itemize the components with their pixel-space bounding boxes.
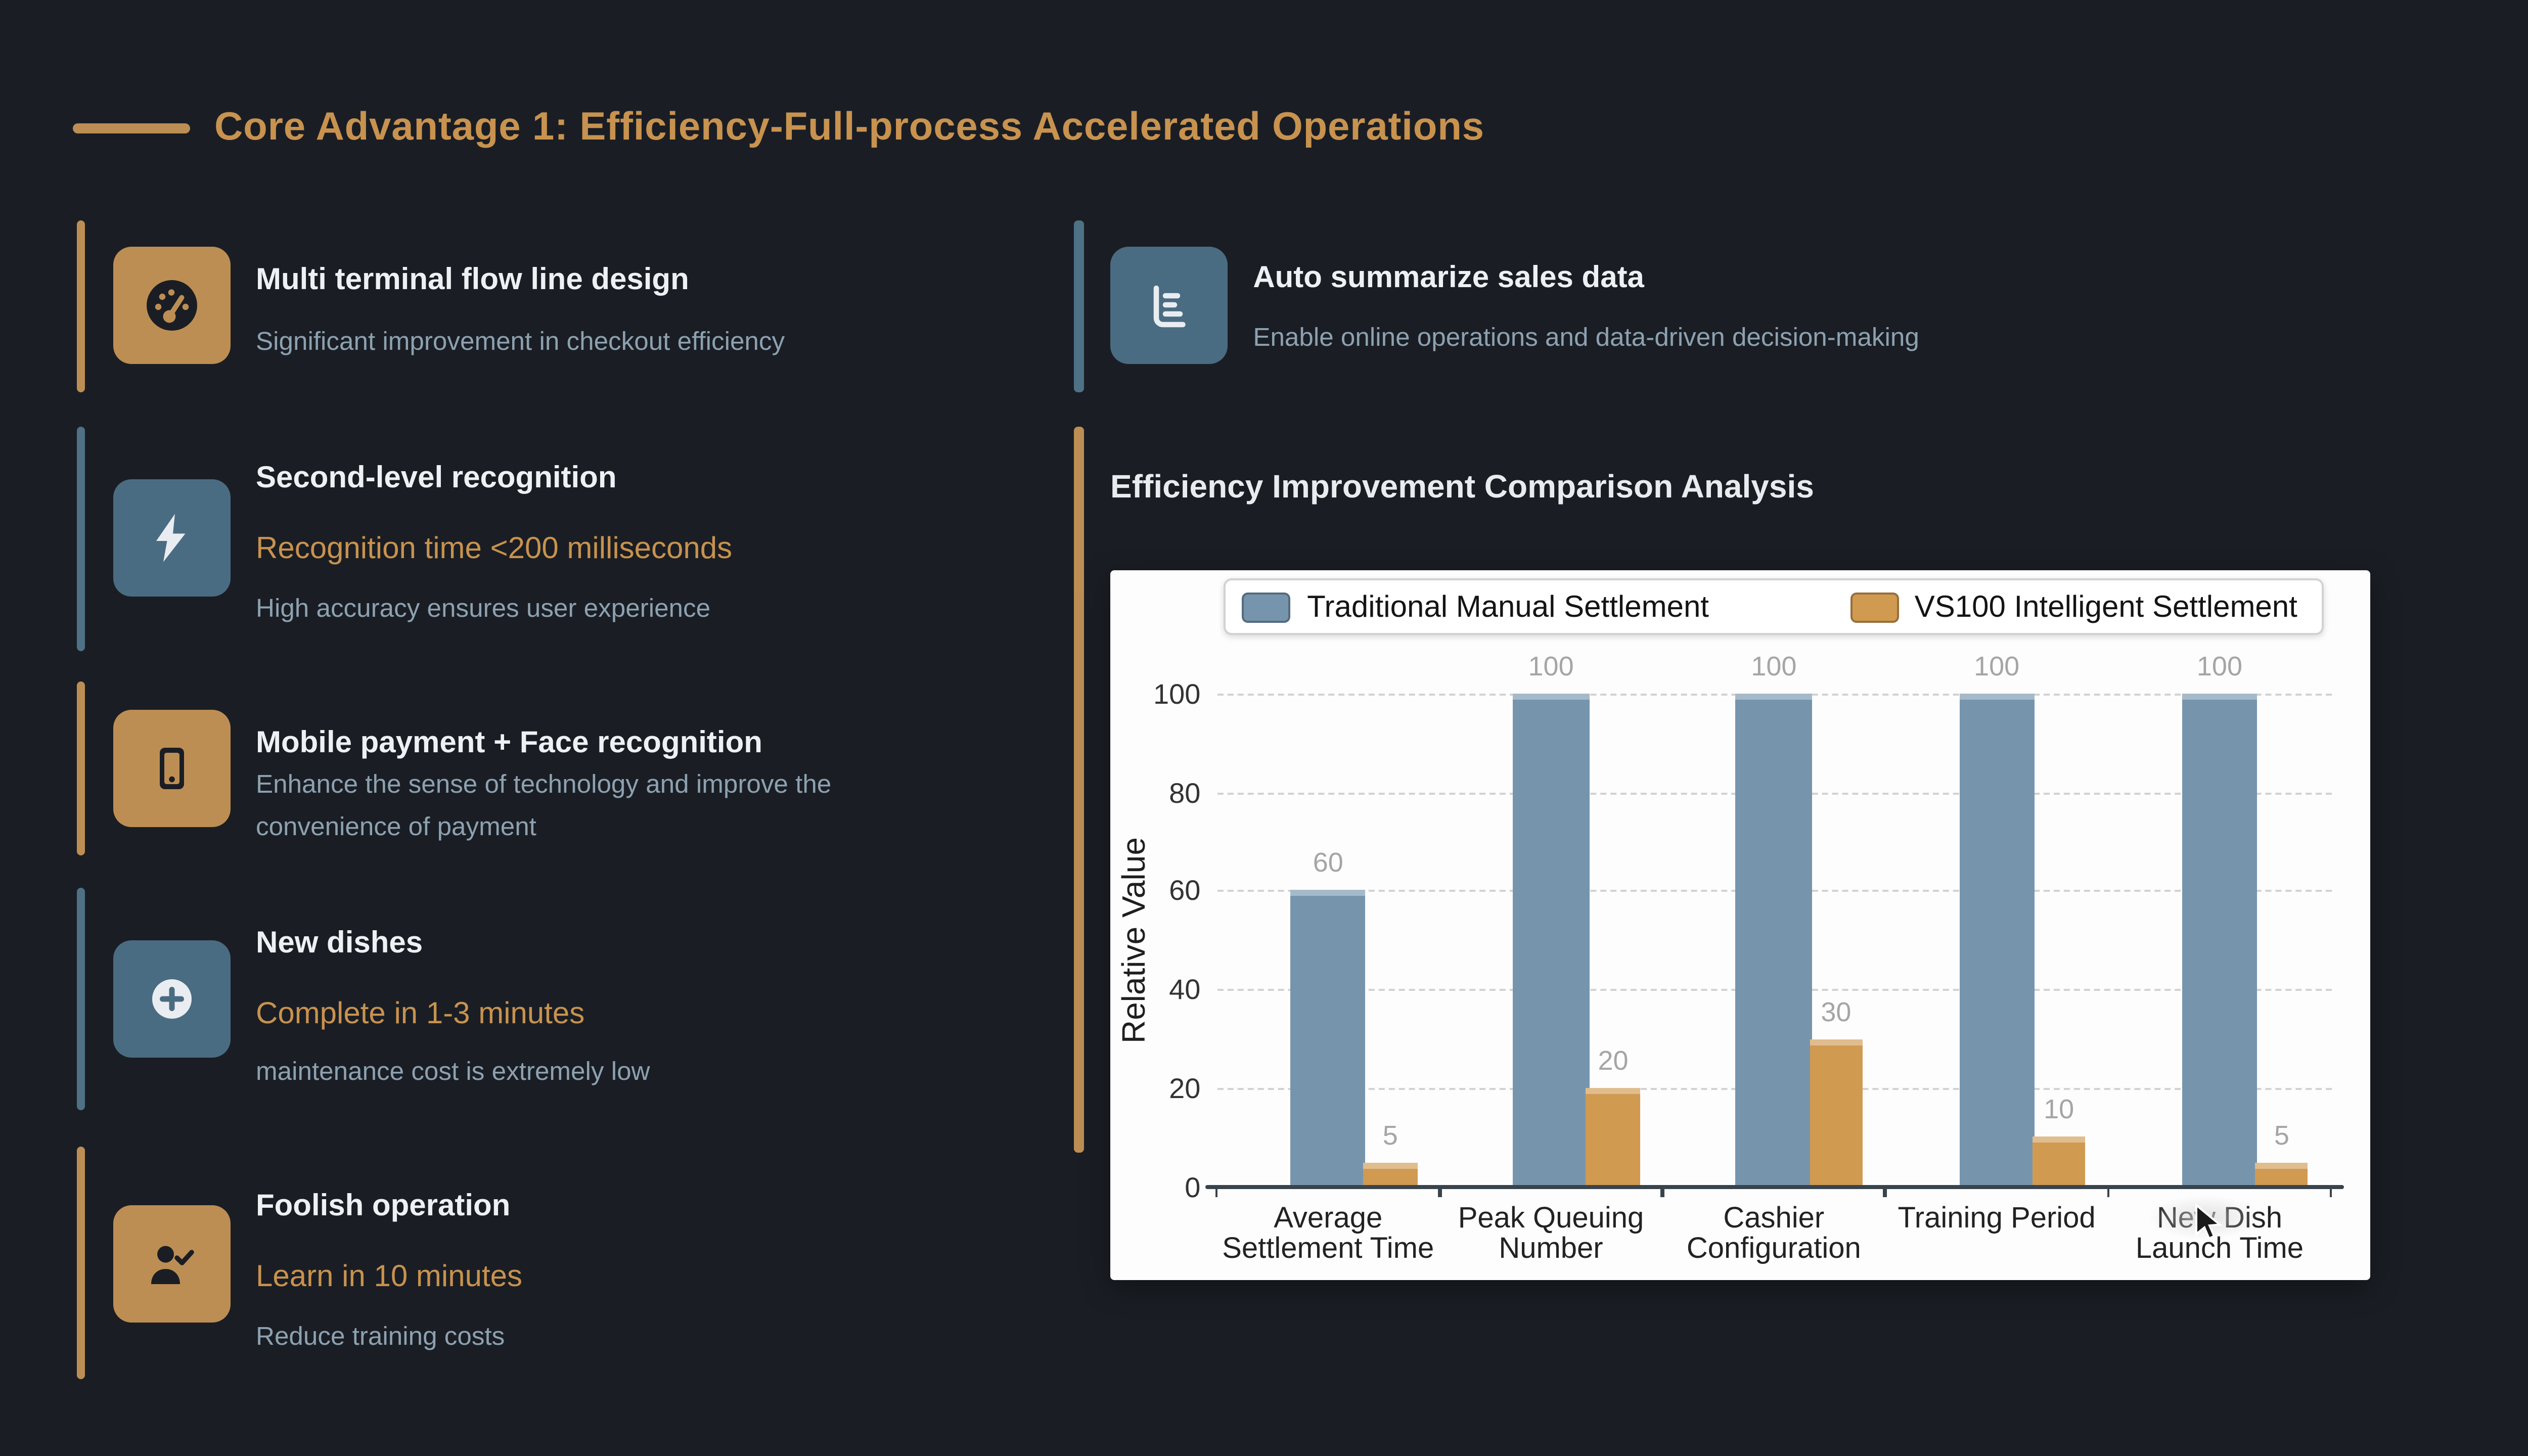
- feature-subtitle: Reduce training costs: [256, 1321, 505, 1351]
- accent-bar: [1074, 427, 1084, 1153]
- feature-subtitle: Significant improvement in checkout effi…: [256, 325, 785, 356]
- accent-bar: [1074, 219, 1084, 393]
- x-axis-label: Average Settlement Time: [1222, 1202, 1434, 1266]
- bar-traditional-4: [2181, 693, 2258, 1187]
- gauge-icon: [112, 247, 230, 365]
- x-axis-label: Peak Queuing Number: [1458, 1202, 1644, 1266]
- feature-multi-terminal: Multi terminal flow line design Signific…: [76, 219, 1087, 393]
- y-tick-label: 20: [1169, 1072, 1201, 1105]
- y-tick-label: 100: [1153, 677, 1201, 710]
- feature-title: Auto summarize sales data: [1253, 261, 1644, 296]
- feature-auto-summarize: Auto summarize sales data Enable online …: [1074, 219, 2207, 393]
- feature-subtitle: High accuracy ensures user experience: [256, 592, 711, 623]
- legend-item-vs100: VS100 Intelligent Settlement: [1849, 590, 2297, 625]
- x-axis-line: [1204, 1185, 2343, 1190]
- accent-bar: [76, 219, 84, 393]
- feature-title: Foolish operation: [256, 1189, 511, 1224]
- feature-title: New dishes: [256, 925, 423, 960]
- x-axis-label: Cashier Configuration: [1686, 1202, 1861, 1266]
- feature-highlight: Recognition time <200 milliseconds: [256, 532, 733, 567]
- bar-value-label: 60: [1313, 848, 1343, 879]
- bar-vs100-3: [2032, 1137, 2086, 1187]
- legend-label: Traditional Manual Settlement: [1307, 590, 1709, 625]
- page-title: Core Advantage 1: Efficiency-Full-proces…: [214, 105, 1484, 150]
- y-tick-label: 80: [1169, 776, 1201, 808]
- feature-highlight: Complete in 1-3 minutes: [256, 996, 585, 1031]
- chart-section-title: Efficiency Improvement Comparison Analys…: [1110, 470, 1814, 505]
- feature-mobile-payment: Mobile payment + Face recognition Enhanc…: [76, 681, 1087, 855]
- legend-item-traditional: Traditional Manual Settlement: [1242, 590, 1709, 625]
- person-check-icon: [112, 1204, 230, 1322]
- accent-bar: [76, 1146, 84, 1380]
- x-axis-tick: [2106, 1187, 2110, 1197]
- legend-label: VS100 Intelligent Settlement: [1914, 590, 2297, 625]
- bar-value-label: 30: [1821, 996, 1852, 1027]
- accent-bar: [76, 427, 84, 651]
- y-tick-label: 60: [1169, 874, 1201, 907]
- feature-subtitle: maintenance cost is extremely low: [256, 1056, 650, 1087]
- y-tick-label: 40: [1169, 973, 1201, 1006]
- comparison-bar-chart: Traditional Manual Settlement VS100 Inte…: [1109, 569, 2371, 1281]
- bar-value-label: 5: [1382, 1119, 1398, 1150]
- x-axis-tick: [2329, 1187, 2333, 1197]
- accent-bar: [76, 681, 84, 855]
- legend-swatch-blue: [1242, 592, 1291, 623]
- x-axis-tick: [1660, 1187, 1664, 1197]
- x-axis-tick: [1883, 1187, 1887, 1197]
- title-accent-dash: [73, 122, 190, 132]
- feature-new-dishes: New dishes Complete in 1-3 minutes maint…: [76, 888, 1087, 1111]
- bar-value-label: 100: [1974, 651, 2020, 681]
- x-axis-tick: [1437, 1187, 1441, 1197]
- legend-swatch-orange: [1849, 592, 1899, 623]
- bar-value-label: 5: [2274, 1119, 2289, 1150]
- feature-foolish-operation: Foolish operation Learn in 10 minutes Re…: [76, 1146, 1087, 1380]
- feature-title: Mobile payment + Face recognition: [256, 725, 762, 760]
- accent-bar: [76, 888, 84, 1111]
- bar-traditional-2: [1736, 693, 1812, 1187]
- bar-value-label: 100: [1751, 651, 1797, 681]
- bar-traditional-0: [1290, 890, 1366, 1187]
- x-axis-label: Training Period: [1898, 1202, 2096, 1235]
- feature-second-level-recognition: Second-level recognition Recognition tim…: [76, 427, 1087, 651]
- feature-title: Multi terminal flow line design: [256, 263, 689, 298]
- x-axis-tick: [1215, 1187, 1218, 1197]
- mouse-cursor: [2195, 1203, 2223, 1240]
- bar-value-label: 20: [1598, 1045, 1629, 1076]
- feature-title: Second-level recognition: [256, 461, 617, 496]
- smartphone-icon: [112, 709, 230, 827]
- plus-circle-icon: [112, 941, 230, 1059]
- y-tick-label: 0: [1185, 1170, 1201, 1203]
- bar-vs100-4: [2254, 1162, 2309, 1187]
- bar-vs100-0: [1363, 1162, 1417, 1187]
- y-axis-title: Relative Value: [1119, 837, 1154, 1043]
- bar-value-label: 100: [1528, 651, 1574, 681]
- chart-legend: Traditional Manual Settlement VS100 Inte…: [1224, 579, 2324, 636]
- feature-highlight: Learn in 10 minutes: [256, 1259, 522, 1293]
- feature-subtitle: Enable online operations and data-driven…: [1253, 322, 1919, 352]
- bar-value-label: 100: [2196, 651, 2242, 681]
- bar-chart-icon: [1111, 247, 1229, 365]
- bar-vs100-1: [1586, 1088, 1640, 1187]
- lightning-icon: [112, 480, 230, 598]
- bar-traditional-3: [1959, 693, 2035, 1187]
- bar-traditional-1: [1513, 693, 1589, 1187]
- bar-vs100-2: [1809, 1038, 1863, 1187]
- feature-subtitle: Enhance the sense of technology and impr…: [256, 769, 832, 841]
- bar-value-label: 10: [2044, 1095, 2074, 1125]
